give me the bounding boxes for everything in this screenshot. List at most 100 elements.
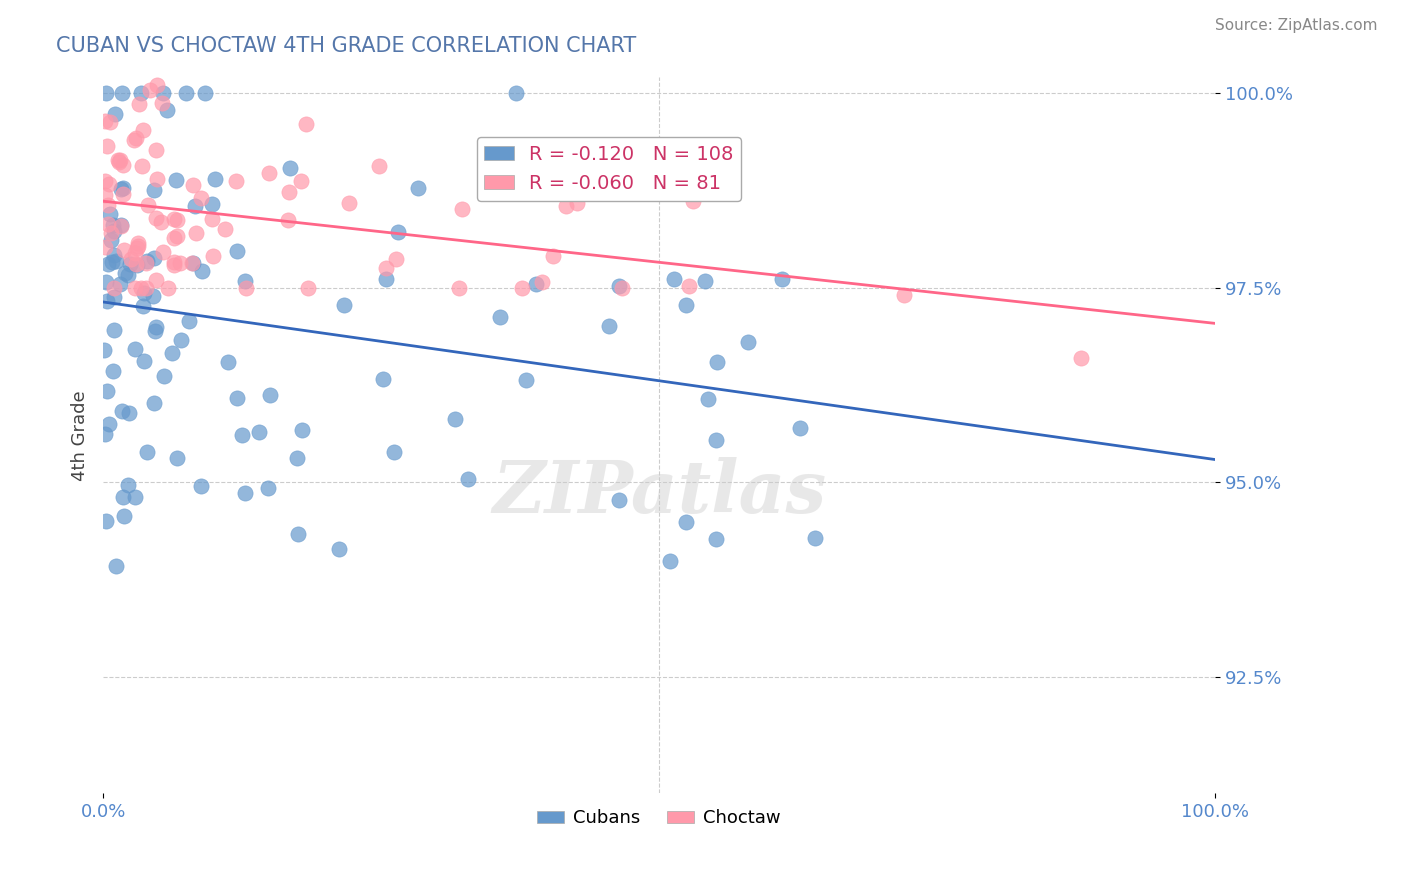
Y-axis label: 4th Grade: 4th Grade: [72, 390, 89, 481]
Point: [225, 174, 247, 188]
Point: [174, 86, 197, 100]
Point: [190, 191, 212, 205]
Point: [94, 114, 117, 128]
Point: [675, 298, 697, 312]
Point: [114, 266, 136, 280]
Text: CUBAN VS CHOCTAW 4TH GRADE CORRELATION CHART: CUBAN VS CHOCTAW 4TH GRADE CORRELATION C…: [56, 36, 637, 55]
Point: [94, 239, 117, 253]
Point: [96, 198, 118, 212]
Point: [117, 268, 139, 283]
Point: [169, 256, 191, 270]
Point: [893, 288, 915, 302]
Point: [166, 213, 188, 227]
Point: [287, 527, 309, 541]
Point: [697, 392, 720, 407]
Point: [139, 83, 162, 97]
Point: [97, 417, 120, 431]
Point: [94, 427, 117, 442]
Point: [105, 254, 128, 268]
Point: [111, 404, 134, 418]
Point: [803, 532, 825, 546]
Point: [166, 229, 188, 244]
Point: [134, 354, 156, 368]
Point: [382, 444, 405, 458]
Point: [118, 406, 141, 420]
Point: [103, 323, 125, 337]
Point: [120, 257, 142, 271]
Point: [447, 280, 470, 294]
Point: [108, 277, 131, 292]
Point: [280, 161, 302, 175]
Point: [103, 289, 125, 303]
Point: [160, 346, 183, 360]
Point: [125, 257, 148, 271]
Point: [259, 388, 281, 402]
Point: [489, 310, 512, 324]
Point: [1070, 351, 1092, 365]
Point: [225, 391, 247, 405]
Point: [97, 218, 120, 232]
Point: [374, 261, 396, 276]
Point: [553, 165, 575, 179]
Point: [406, 181, 429, 195]
Point: [111, 186, 134, 201]
Point: [143, 395, 166, 409]
Point: [610, 280, 633, 294]
Point: [607, 278, 630, 293]
Point: [704, 433, 727, 447]
Point: [124, 131, 146, 145]
Point: [658, 554, 681, 568]
Point: [387, 225, 409, 239]
Point: [789, 421, 811, 435]
Point: [107, 153, 129, 167]
Point: [675, 515, 697, 529]
Point: [103, 248, 125, 262]
Point: [484, 159, 506, 173]
Point: [163, 258, 186, 272]
Point: [129, 86, 152, 100]
Point: [110, 182, 132, 196]
Point: [181, 178, 204, 192]
Point: [98, 115, 121, 129]
Point: [135, 256, 157, 270]
Point: [291, 423, 314, 437]
Point: [186, 227, 208, 241]
Point: [97, 257, 120, 271]
Point: [297, 280, 319, 294]
Point: [233, 274, 256, 288]
Point: [278, 185, 301, 199]
Point: [235, 280, 257, 294]
Point: [662, 272, 685, 286]
Point: [124, 280, 146, 294]
Point: [93, 188, 115, 202]
Point: [152, 244, 174, 259]
Point: [737, 334, 759, 349]
Point: [706, 354, 728, 368]
Point: [609, 492, 631, 507]
Point: [96, 275, 118, 289]
Point: [111, 158, 134, 172]
Point: [204, 172, 226, 186]
Point: [94, 514, 117, 528]
Point: [678, 279, 700, 293]
Point: [96, 138, 118, 153]
Point: [277, 213, 299, 227]
Point: [457, 472, 479, 486]
Point: [94, 174, 117, 188]
Point: [135, 280, 157, 294]
Point: [225, 244, 247, 259]
Point: [100, 233, 122, 247]
Point: [110, 219, 132, 233]
Point: [181, 255, 204, 269]
Point: [132, 123, 155, 137]
Point: [165, 173, 187, 187]
Point: [112, 181, 135, 195]
Point: [170, 334, 193, 348]
Legend: Cubans, Choctaw: Cubans, Choctaw: [530, 802, 789, 834]
Point: [122, 133, 145, 147]
Point: [257, 481, 280, 495]
Point: [515, 373, 537, 387]
Point: [295, 117, 318, 131]
Point: [531, 275, 554, 289]
Point: [510, 280, 533, 294]
